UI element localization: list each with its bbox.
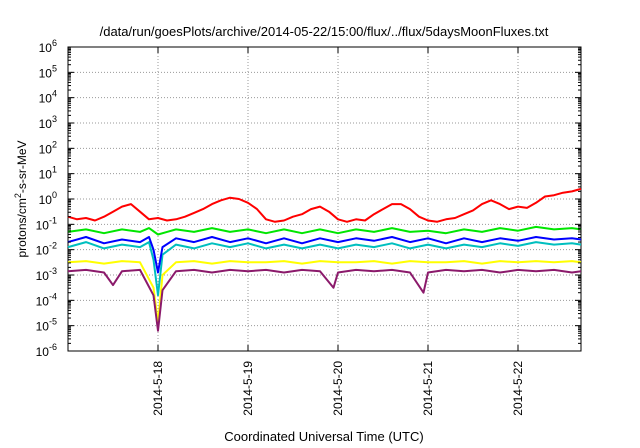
plot-frame <box>67 46 582 352</box>
y-tick-label: 10-4 <box>36 291 57 308</box>
y-tick-label: 103 <box>39 114 57 131</box>
flux-series-line-1 <box>67 187 582 223</box>
y-tick-label: 104 <box>39 89 57 106</box>
y-tick-label: 100 <box>39 190 57 207</box>
data-series <box>67 187 582 332</box>
flux-series-line-3 <box>67 241 582 297</box>
grid-lines <box>68 47 581 351</box>
y-axis-tick-labels: 10-6 10-5 10-4 10-3 10-2 10-1 100 101 102 103 104 1… <box>36 38 57 359</box>
y-tick-label: 10-1 <box>36 215 57 232</box>
y-tick-label: 10-3 <box>36 266 57 283</box>
flux-series-line-6 <box>67 268 582 332</box>
y-tick-label: 102 <box>39 139 57 156</box>
y-tick-label: 10-5 <box>36 317 57 334</box>
flux-series-line-2 <box>67 225 582 236</box>
x-tick-label: 2014-5-18 <box>151 361 165 416</box>
axis-ticks <box>68 46 581 352</box>
x-tick-label: 2014-5-21 <box>421 361 435 416</box>
plot-area <box>67 46 582 352</box>
y-tick-label: 10-6 <box>36 342 57 359</box>
flux-series-line-4 <box>67 236 582 274</box>
y-tick-label: 106 <box>39 38 57 55</box>
x-tick-label: 2014-5-20 <box>331 361 345 416</box>
y-tick-label: 105 <box>39 63 57 80</box>
flux-series-line-5 <box>67 260 582 325</box>
x-axis-label: Coordinated Universal Time (UTC) <box>224 429 423 444</box>
y-tick-label: 10-2 <box>36 241 57 258</box>
x-axis-tick-labels: 2014-5-18 2014-5-19 2014-5-20 2014-5-21 2014… <box>151 361 525 416</box>
y-tick-label: 101 <box>39 165 57 182</box>
chart-title: /data/run/goesPlots/archive/2014-05-22/1… <box>100 24 549 39</box>
x-tick-label: 2014-5-19 <box>241 361 255 416</box>
x-tick-label: 2014-5-22 <box>511 361 525 416</box>
y-axis-label: protons/cm2-s-sr-MeV <box>13 140 29 257</box>
